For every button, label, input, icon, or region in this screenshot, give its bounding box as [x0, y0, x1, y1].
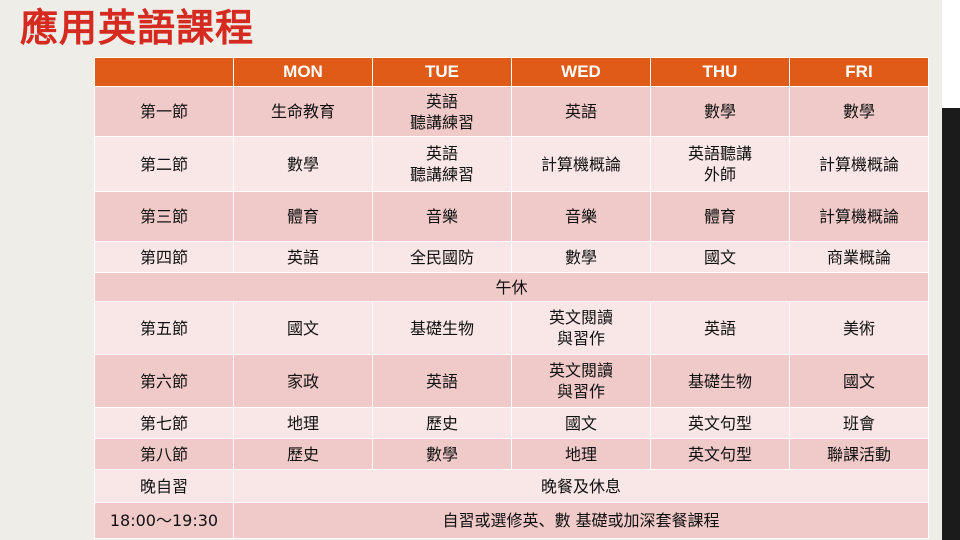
class-cell: 計算機概論	[511, 136, 651, 192]
class-cell: 數學	[372, 438, 512, 470]
table-row: 第二節 數學 英語 聽講練習 計算機概論 英語聽講 外師 計算機概論	[94, 136, 929, 192]
timetable-header-row: MON TUE WED THU FRI	[94, 57, 929, 87]
header-day-thu: THU	[650, 57, 790, 87]
slide-edge-light	[942, 0, 960, 108]
header-day-mon: MON	[233, 57, 373, 87]
class-cell: 美術	[789, 301, 929, 355]
class-cell: 基礎生物	[650, 354, 790, 408]
header-day-tue: TUE	[372, 57, 512, 87]
class-cell: 聯課活動	[789, 438, 929, 470]
class-cell: 歷史	[233, 438, 373, 470]
class-cell: 數學	[789, 86, 929, 137]
class-cell: 基礎生物	[372, 301, 512, 355]
class-cell: 全民國防	[372, 241, 512, 273]
class-cell: 國文	[650, 241, 790, 273]
class-cell: 國文	[511, 407, 651, 439]
class-cell: 英語	[511, 86, 651, 137]
lunch-row: 午休	[94, 272, 929, 302]
class-cell: 英語聽講 外師	[650, 136, 790, 192]
class-cell: 地理	[511, 438, 651, 470]
class-cell: 音樂	[372, 191, 512, 242]
evening-row: 晚自習 晚餐及休息	[94, 469, 929, 503]
class-cell: 音樂	[511, 191, 651, 242]
class-cell: 計算機概論	[789, 191, 929, 242]
period-label: 第四節	[94, 241, 234, 273]
table-row: 第五節 國文 基礎生物 英文閱讀 與習作 英語 美術	[94, 301, 929, 355]
header-day-wed: WED	[511, 57, 651, 87]
period-label: 第七節	[94, 407, 234, 439]
class-cell: 英語	[650, 301, 790, 355]
class-cell: 體育	[650, 191, 790, 242]
slide-edge-dark	[942, 108, 960, 540]
period-label: 第三節	[94, 191, 234, 242]
table-row: 第四節 英語 全民國防 數學 國文 商業概論	[94, 241, 929, 273]
class-cell: 數學	[511, 241, 651, 273]
period-label: 第一節	[94, 86, 234, 137]
table-row: 第六節 家政 英語 英文閱讀 與習作 基礎生物 國文	[94, 354, 929, 408]
evening-study-label: 晚自習	[94, 469, 234, 503]
class-cell: 計算機概論	[789, 136, 929, 192]
class-cell: 英語	[233, 241, 373, 273]
class-cell: 地理	[233, 407, 373, 439]
class-cell: 班會	[789, 407, 929, 439]
table-row: 第一節 生命教育 英語 聽講練習 英語 數學 數學	[94, 86, 929, 137]
header-corner	[94, 57, 234, 87]
lunch-break-label: 午休	[94, 272, 929, 302]
class-cell: 英文閱讀 與習作	[511, 354, 651, 408]
class-cell: 歷史	[372, 407, 512, 439]
class-cell: 生命教育	[233, 86, 373, 137]
class-cell: 英文閱讀 與習作	[511, 301, 651, 355]
page-title: 應用英語課程	[20, 6, 255, 50]
class-cell: 數學	[650, 86, 790, 137]
period-label: 第八節	[94, 438, 234, 470]
class-cell: 國文	[789, 354, 929, 408]
period-label: 第六節	[94, 354, 234, 408]
table-row: 第三節 體育 音樂 音樂 體育 計算機概論	[94, 191, 929, 242]
header-day-fri: FRI	[789, 57, 929, 87]
class-cell: 英語 聽講練習	[372, 136, 512, 192]
class-cell: 英文句型	[650, 407, 790, 439]
class-cell: 國文	[233, 301, 373, 355]
class-cell: 商業概論	[789, 241, 929, 273]
dinner-break-note: 晚餐及休息	[233, 469, 929, 503]
period-label: 第五節	[94, 301, 234, 355]
evening-time: 18:00～19:30	[94, 502, 234, 539]
timetable: MON TUE WED THU FRI 第一節 生命教育 英語 聽講練習 英語 …	[94, 57, 929, 539]
class-cell: 英語	[372, 354, 512, 408]
table-row: 第八節 歷史 數學 地理 英文句型 聯課活動	[94, 438, 929, 470]
class-cell: 英語 聽講練習	[372, 86, 512, 137]
period-label: 第二節	[94, 136, 234, 192]
evening-program-note: 自習或選修英、數 基礎或加深套餐課程	[233, 502, 929, 539]
class-cell: 數學	[233, 136, 373, 192]
class-cell: 體育	[233, 191, 373, 242]
table-row: 第七節 地理 歷史 國文 英文句型 班會	[94, 407, 929, 439]
class-cell: 英文句型	[650, 438, 790, 470]
class-cell: 家政	[233, 354, 373, 408]
evening-program-row: 18:00～19:30 自習或選修英、數 基礎或加深套餐課程	[94, 502, 929, 539]
